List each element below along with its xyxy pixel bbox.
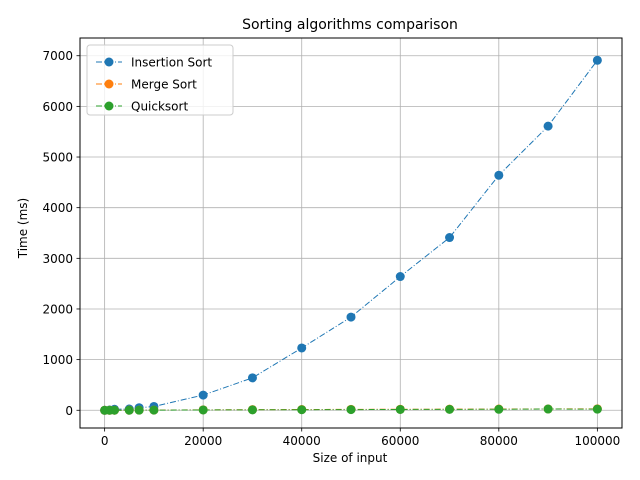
y-tick-label: 1000 xyxy=(42,353,73,367)
data-point-quicksort xyxy=(494,404,504,414)
legend-item-quicksort: Quicksort xyxy=(96,100,188,114)
data-point-quicksort xyxy=(134,405,144,415)
data-point-quicksort xyxy=(445,404,455,414)
y-tick-label: 0 xyxy=(65,404,73,418)
y-tick-label: 6000 xyxy=(42,100,73,114)
y-axis-title: Time (ms) xyxy=(16,198,30,260)
data-point-insertion-sort xyxy=(592,55,602,65)
y-tick-label: 2000 xyxy=(42,302,73,316)
x-tick-label: 100000 xyxy=(574,434,620,448)
series-quicksort xyxy=(100,404,602,415)
legend-box xyxy=(86,44,234,116)
data-point-quicksort xyxy=(149,405,159,415)
data-point-quicksort xyxy=(297,405,307,415)
data-point-insertion-sort xyxy=(247,373,257,383)
x-tick-label: 80000 xyxy=(480,434,518,448)
series-layer xyxy=(100,55,602,415)
legend-marker xyxy=(104,79,114,89)
data-point-insertion-sort xyxy=(346,312,356,322)
legend-label: Merge Sort xyxy=(131,78,197,92)
legend-item-merge-sort: Merge Sort xyxy=(96,78,197,92)
data-point-insertion-sort xyxy=(395,272,405,282)
data-point-quicksort xyxy=(109,405,119,415)
legend-label: Insertion Sort xyxy=(131,56,212,70)
data-point-quicksort xyxy=(395,404,405,414)
data-point-quicksort xyxy=(124,405,134,415)
data-point-insertion-sort xyxy=(198,390,208,400)
x-tick-label: 60000 xyxy=(381,434,419,448)
data-point-insertion-sort xyxy=(445,233,455,243)
data-point-quicksort xyxy=(592,404,602,414)
series-line-insertion-sort xyxy=(104,59,598,411)
data-point-quicksort xyxy=(346,405,356,415)
legend-marker xyxy=(104,57,114,67)
legend: Insertion Sort Merge Sort Quicksort xyxy=(86,44,234,116)
x-tick-label: 20000 xyxy=(184,434,222,448)
y-tick-label: 7000 xyxy=(42,49,73,63)
x-axis-title: Size of input xyxy=(313,451,388,465)
legend-marker xyxy=(104,101,114,111)
legend-label: Quicksort xyxy=(131,100,188,114)
plot-frame xyxy=(79,37,623,429)
x-tick-label: 40000 xyxy=(283,434,321,448)
data-point-quicksort xyxy=(247,405,257,415)
x-tick-label: 0 xyxy=(101,434,109,448)
grid xyxy=(80,38,622,428)
y-tick-label: 4000 xyxy=(42,201,73,215)
data-point-insertion-sort xyxy=(494,170,504,180)
data-point-insertion-sort xyxy=(543,121,553,131)
data-point-quicksort xyxy=(198,405,208,415)
legend-item-insertion-sort: Insertion Sort xyxy=(96,56,212,70)
y-tick-label: 5000 xyxy=(42,151,73,165)
data-point-quicksort xyxy=(543,404,553,414)
data-point-insertion-sort xyxy=(297,343,307,353)
ticks: 0 20000 40000 60000 80000 100000 0 1000 2000 3000… xyxy=(42,49,620,448)
chart-title: Sorting algorithms comparison xyxy=(242,17,458,33)
y-tick-label: 3000 xyxy=(42,252,73,266)
